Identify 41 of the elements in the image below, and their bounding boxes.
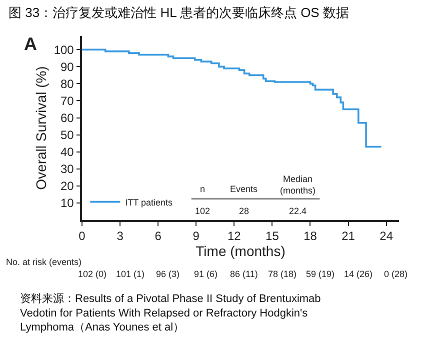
x-tick-label: 21 <box>342 229 356 244</box>
text: 0 (28) <box>384 269 408 279</box>
text: 91 (6) <box>194 269 218 279</box>
text: 资料来源：Results of a Pivotal Phase II Study of Brentuximab Vedotin for Patients With Relapsed or Refractory Hodgkin's Lymphoma（Anas Younes et al） <box>20 292 321 334</box>
y-tick-label: 40 <box>60 145 74 160</box>
y-tick-label: 90 <box>60 60 74 74</box>
annotation: 102 <box>195 206 210 216</box>
x-tick-label: 18 <box>304 229 318 244</box>
text: 101 (1) <box>116 269 145 279</box>
y-tick-label: 100 <box>54 42 74 57</box>
text: 78 (18) <box>268 269 297 279</box>
x-tick-label: 3 <box>116 229 124 244</box>
x-tick-label: 6 <box>154 229 162 244</box>
x-axis-title: Time (months) <box>196 243 286 260</box>
annotation: Events <box>230 184 258 194</box>
text: 14 (26) <box>344 269 373 279</box>
chart-title: 图 33：治疗复发或难治性 HL 患者的次要临床终点 OS 数据 <box>8 5 349 20</box>
x-tick-label: 0 <box>78 229 86 244</box>
x-tick-label: 12 <box>227 229 242 244</box>
annotation: 22.4 <box>289 206 307 216</box>
text: 59 (19) <box>306 269 335 279</box>
text: 102 (0) <box>78 269 107 279</box>
x-tick-label: 24 <box>380 229 394 244</box>
y-tick-label: 20 <box>60 179 74 194</box>
annotation: Median (months) <box>280 174 316 196</box>
text: 96 (3) <box>156 269 180 279</box>
text: No. at risk (events) <box>6 257 82 267</box>
annotation: n <box>200 184 206 194</box>
y-tick-label: 70 <box>60 94 74 108</box>
annotation: 28 <box>239 206 250 216</box>
text: A <box>24 34 37 54</box>
y-tick-label: 60 <box>60 110 74 125</box>
x-tick-label: 9 <box>192 229 200 244</box>
y-tick-label: 30 <box>60 162 74 176</box>
y-tick-label: 10 <box>60 196 74 210</box>
legend-label: ITT patients <box>125 197 174 208</box>
x-tick-label: 15 <box>266 229 280 244</box>
y-axis-title: Overall Survival (%) <box>32 66 49 190</box>
y-tick-label: 50 <box>60 128 74 142</box>
y-tick-label: 80 <box>60 76 74 91</box>
text: 86 (11) <box>230 269 258 279</box>
